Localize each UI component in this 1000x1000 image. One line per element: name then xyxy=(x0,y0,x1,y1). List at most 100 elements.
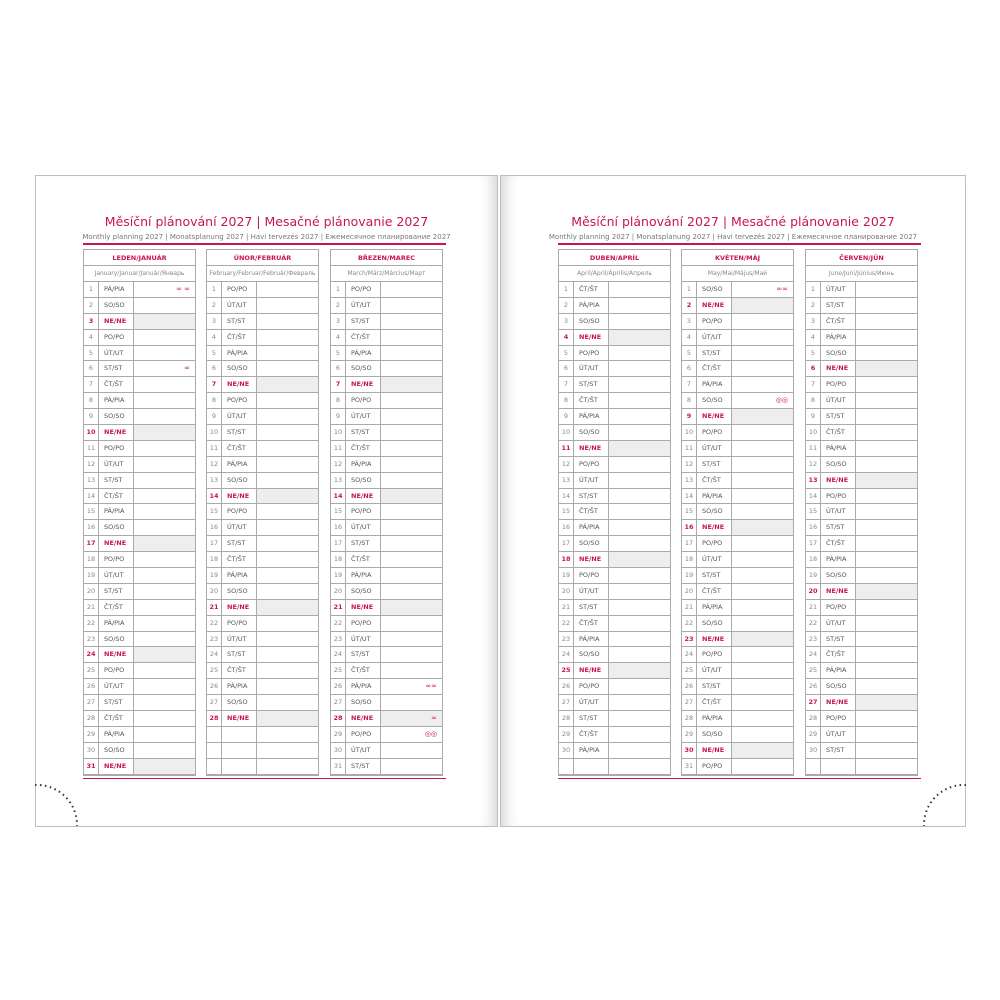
notes-cell[interactable] xyxy=(257,409,318,424)
day-row[interactable]: 7 NE/NE xyxy=(331,377,442,394)
day-row[interactable]: 14 PÁ/PIA xyxy=(682,488,793,505)
day-row[interactable]: 27 NE/NE xyxy=(806,695,917,712)
day-row[interactable]: 3 ST/ST xyxy=(331,313,442,330)
notes-cell[interactable] xyxy=(609,679,670,694)
notes-cell[interactable] xyxy=(856,314,917,329)
day-row[interactable]: 29 ČT/ŠT xyxy=(559,726,670,743)
notes-cell[interactable] xyxy=(856,632,917,647)
day-row[interactable]: 8 ÚT/UT xyxy=(806,393,917,410)
notes-cell[interactable] xyxy=(257,536,318,551)
notes-cell[interactable] xyxy=(381,298,442,313)
notes-cell[interactable] xyxy=(134,568,195,583)
day-row[interactable]: 26 PÁ/PIA xyxy=(207,679,318,696)
notes-cell[interactable] xyxy=(134,727,195,742)
day-row[interactable]: 24 NE/NE xyxy=(84,647,195,664)
notes-cell[interactable] xyxy=(134,473,195,488)
notes-cell[interactable] xyxy=(257,377,318,393)
notes-cell[interactable] xyxy=(732,631,793,647)
notes-cell[interactable] xyxy=(732,330,793,345)
day-row[interactable]: 26 ST/ST xyxy=(682,679,793,696)
notes-cell[interactable] xyxy=(856,727,917,742)
day-row[interactable]: 23 SO/SO xyxy=(84,631,195,648)
day-row[interactable]: 6 ÚT/UT xyxy=(559,361,670,378)
day-row[interactable]: 31 PO/PO xyxy=(682,758,793,775)
day-row[interactable]: 28 ČT/ŠT xyxy=(84,711,195,727)
day-row[interactable]: 4 PO/PO xyxy=(84,329,195,346)
day-row[interactable]: 5 PO/PO xyxy=(559,345,670,362)
notes-cell[interactable] xyxy=(732,552,793,567)
notes-cell[interactable] xyxy=(609,584,670,599)
day-row[interactable]: 18 PO/PO xyxy=(84,552,195,569)
notes-cell[interactable] xyxy=(609,568,670,583)
notes-cell[interactable] xyxy=(257,520,318,535)
notes-cell[interactable] xyxy=(381,616,442,631)
notes-cell[interactable] xyxy=(609,377,670,392)
day-row[interactable]: 31 NE/NE xyxy=(84,758,195,775)
notes-cell[interactable] xyxy=(609,520,670,535)
day-row[interactable]: 8 PO/PO xyxy=(331,393,442,410)
day-row[interactable]: 1 ÚT/UT xyxy=(806,282,917,298)
day-row[interactable]: 17 NE/NE xyxy=(84,536,195,553)
day-row[interactable]: 5 ÚT/UT xyxy=(84,345,195,362)
notes-cell[interactable] xyxy=(732,489,793,504)
day-row[interactable]: 16 ST/ST xyxy=(806,520,917,537)
notes-cell[interactable] xyxy=(134,536,195,552)
notes-cell[interactable] xyxy=(732,568,793,583)
notes-cell[interactable] xyxy=(732,695,793,710)
notes-cell[interactable] xyxy=(856,711,917,726)
notes-cell[interactable] xyxy=(381,552,442,567)
notes-cell[interactable] xyxy=(134,393,195,408)
notes-cell[interactable] xyxy=(732,600,793,615)
notes-cell[interactable] xyxy=(257,298,318,313)
day-row[interactable]: 17 SO/SO xyxy=(559,536,670,553)
day-row[interactable]: 1 PO/PO xyxy=(331,282,442,298)
day-row[interactable]: 14 PO/PO xyxy=(806,488,917,505)
notes-cell[interactable] xyxy=(381,473,442,488)
notes-cell[interactable] xyxy=(609,727,670,742)
day-row[interactable]: 26 SO/SO xyxy=(806,679,917,696)
notes-cell[interactable] xyxy=(257,393,318,408)
day-row[interactable]: 5 PÁ/PIA xyxy=(331,345,442,362)
notes-cell[interactable] xyxy=(732,457,793,472)
day-row[interactable]: 13 NE/NE xyxy=(806,472,917,489)
notes-cell[interactable] xyxy=(856,489,917,504)
day-row[interactable]: 24 SO/SO xyxy=(559,647,670,664)
notes-cell[interactable] xyxy=(134,632,195,647)
day-row[interactable]: 7 ČT/ŠT xyxy=(84,377,195,394)
day-row[interactable]: 22 ÚT/UT xyxy=(806,615,917,632)
notes-cell[interactable] xyxy=(609,329,670,345)
day-row[interactable]: 24 PO/PO xyxy=(682,647,793,664)
notes-cell[interactable] xyxy=(732,504,793,519)
day-row[interactable]: 12 PÁ/PIA xyxy=(331,456,442,473)
notes-cell[interactable] xyxy=(381,314,442,329)
notes-cell[interactable] xyxy=(856,568,917,583)
day-row[interactable]: 19 PO/PO xyxy=(559,568,670,584)
notes-cell[interactable] xyxy=(257,599,318,615)
day-row[interactable]: 12 ST/ST xyxy=(682,456,793,473)
day-row[interactable]: 16 ÚT/UT xyxy=(207,520,318,537)
notes-cell[interactable] xyxy=(257,552,318,567)
day-row[interactable]: 10 ST/ST xyxy=(207,425,318,441)
day-row[interactable]: 15 PO/PO xyxy=(331,504,442,521)
day-row[interactable]: 22 SO/SO xyxy=(682,615,793,632)
notes-cell[interactable] xyxy=(381,695,442,710)
notes-cell[interactable] xyxy=(134,600,195,615)
day-row[interactable]: 3 ČT/ŠT xyxy=(806,313,917,330)
day-row[interactable]: 18 NE/NE xyxy=(559,552,670,569)
notes-cell[interactable] xyxy=(856,361,917,377)
notes-cell[interactable] xyxy=(732,314,793,329)
notes-cell[interactable] xyxy=(856,679,917,694)
notes-cell[interactable] xyxy=(609,298,670,313)
notes-cell[interactable] xyxy=(609,393,670,408)
day-row[interactable]: 23 ÚT/UT xyxy=(207,631,318,648)
notes-cell[interactable] xyxy=(732,536,793,551)
day-row[interactable]: 1 ČT/ŠT xyxy=(559,282,670,298)
notes-cell[interactable] xyxy=(381,409,442,424)
notes-cell[interactable] xyxy=(257,330,318,345)
day-row[interactable]: 19 PÁ/PIA xyxy=(207,568,318,584)
notes-cell[interactable] xyxy=(134,409,195,424)
day-row[interactable]: 13 SO/SO xyxy=(331,472,442,489)
day-row[interactable]: 20 SO/SO xyxy=(207,583,318,600)
day-row[interactable]: 23 ÚT/UT xyxy=(331,631,442,648)
day-row[interactable]: 25 ČT/ŠT xyxy=(207,663,318,680)
